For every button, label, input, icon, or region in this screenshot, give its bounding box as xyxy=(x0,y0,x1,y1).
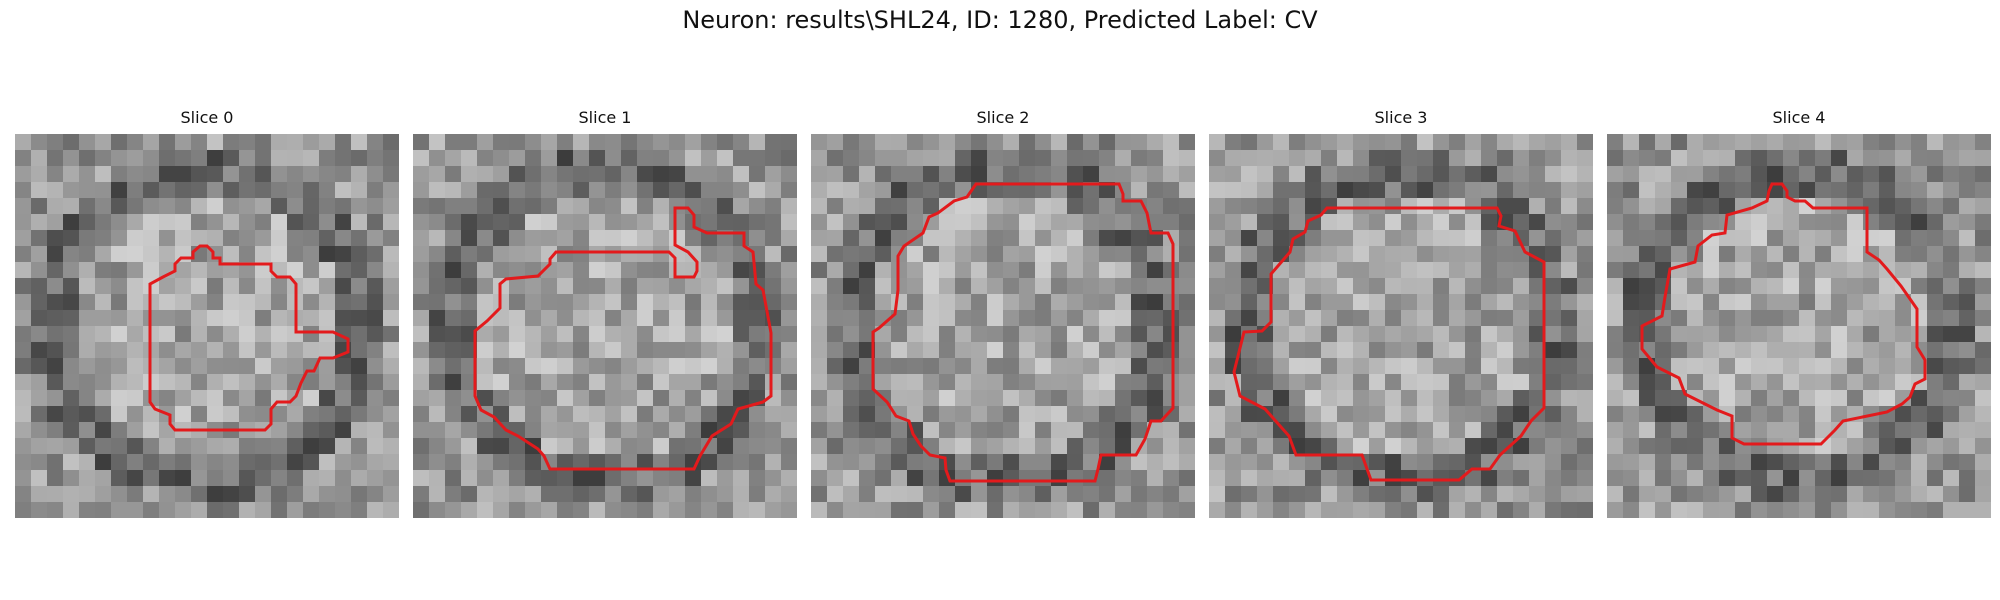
slice-panel-1: Slice 1 xyxy=(413,108,797,518)
figure-title: Neuron: results\SHL24, ID: 1280, Predict… xyxy=(682,6,1318,34)
slice-0-contour xyxy=(148,244,350,432)
slice-panel-4: Slice 4 xyxy=(1607,108,1991,518)
slice-1-segmentation-outline xyxy=(473,206,773,471)
slice-0-title: Slice 0 xyxy=(180,108,234,127)
slice-2-contour xyxy=(871,182,1175,483)
slice-2-segmentation-outline xyxy=(871,182,1175,483)
slice-3-image xyxy=(1209,134,1593,518)
slice-1-contour xyxy=(473,206,773,471)
slice-3-segmentation-outline xyxy=(1232,206,1546,482)
slice-3-contour xyxy=(1232,206,1546,482)
slice-panel-3: Slice 3 xyxy=(1209,108,1593,518)
slice-1-title: Slice 1 xyxy=(578,108,632,127)
slice-0-image xyxy=(15,134,399,518)
slice-4-image xyxy=(1607,134,1991,518)
slice-panel-0: Slice 0 xyxy=(15,108,399,518)
slice-4-contour xyxy=(1640,182,1927,446)
slice-4-segmentation-outline xyxy=(1640,182,1927,446)
slice-2-title: Slice 2 xyxy=(976,108,1030,127)
slice-0-segmentation-outline xyxy=(148,244,350,432)
slice-4-title: Slice 4 xyxy=(1772,108,1826,127)
slice-3-title: Slice 3 xyxy=(1374,108,1428,127)
slice-panel-2: Slice 2 xyxy=(811,108,1195,518)
slice-1-image xyxy=(413,134,797,518)
